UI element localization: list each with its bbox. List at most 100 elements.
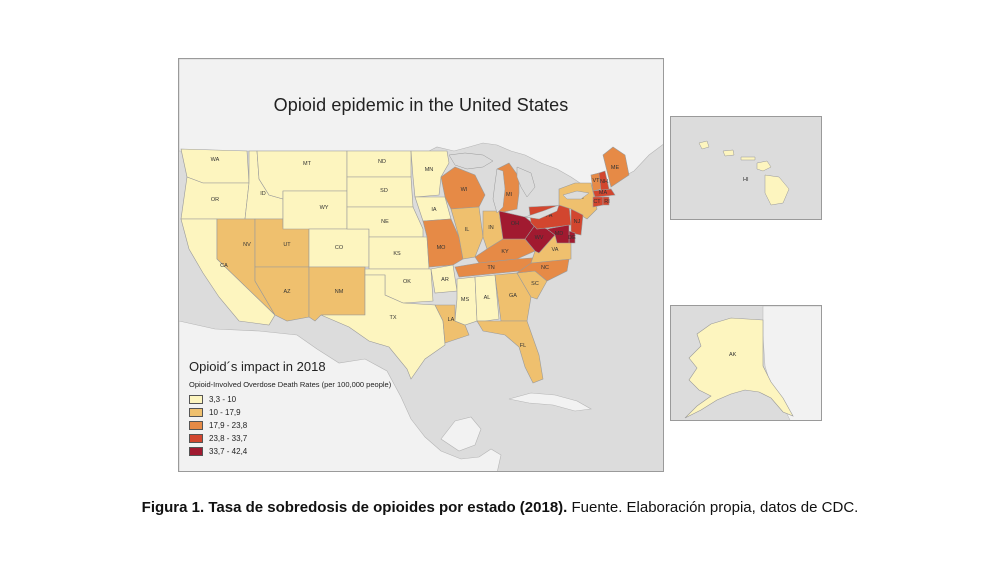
state-label-nd: ND (378, 159, 386, 165)
state-label-il: IL (465, 227, 470, 233)
state-label-id: ID (260, 191, 266, 197)
alaska-inset: AK (670, 305, 822, 421)
state-label-nj: NJ (574, 219, 581, 225)
state-label-hi: HI (743, 177, 749, 183)
legend: Opioid´s impact in 2018 Opioid-Involved … (189, 359, 489, 458)
state-ny (558, 182, 598, 220)
state-label-ar: AR (441, 277, 449, 283)
state-label-mn: MN (425, 167, 434, 173)
state-label-tx: TX (389, 315, 396, 321)
figure-caption: Figura 1. Tasa de sobredosis de opioides… (0, 499, 1000, 516)
state-label-me: ME (611, 165, 620, 171)
state-label-az: AZ (283, 289, 291, 295)
state-label-mi: MI (506, 192, 513, 198)
alaska-map: AK (684, 306, 821, 420)
legend-items: 3,3 - 10 10 - 17,9 17,9 - 23,8 23,8 - 33,7 3… (189, 393, 489, 457)
state-label-al: AL (484, 295, 491, 301)
legend-subtitle: Opioid-Involved Overdose Death Rates (pe… (189, 380, 392, 389)
lake-erie (524, 204, 560, 220)
state-label-tn: TN (487, 265, 494, 271)
state-label-de: DE (568, 235, 576, 241)
state-label-wv: WV (535, 235, 544, 241)
legend-swatch (189, 394, 203, 404)
hawaii-island-big (764, 174, 790, 206)
state-label-pa: PA (546, 213, 553, 219)
state-label-ct: CT (593, 199, 601, 205)
state-label-ut: UT (283, 242, 291, 248)
state-label-nv: NV (243, 242, 251, 248)
caption-bold: Figura 1. Tasa de sobredosis de opioides… (141, 499, 568, 516)
state-label-fl: FL (520, 343, 526, 349)
hawaii-map: HI (698, 140, 790, 206)
state-label-la: LA (448, 317, 455, 323)
alaska-shape (684, 317, 794, 419)
cuba-land (508, 392, 592, 412)
state-label-mt: MT (303, 161, 312, 167)
state-wa (180, 148, 250, 184)
state-label-mo: MO (437, 245, 447, 251)
state-label-wa: WA (211, 157, 220, 163)
state-mo (422, 218, 464, 268)
canada-land (179, 59, 663, 186)
state-nj (570, 208, 584, 236)
lake-michigan (492, 168, 506, 214)
state-md (546, 224, 570, 244)
state-la (434, 304, 470, 344)
state-label-nh: NH (600, 179, 608, 185)
caption-normal: Fuente. Elaboración propia, datos de CDC… (567, 499, 859, 516)
state-mn (410, 150, 450, 198)
state-label-ia: IA (431, 207, 437, 213)
state-label-nc: NC (541, 265, 549, 271)
state-label-ky: KY (501, 249, 509, 255)
legend-label: 17,9 - 23,8 (209, 420, 248, 430)
state-label-ms: MS (461, 297, 470, 303)
hawaii-island-molokai (740, 156, 756, 161)
state-ri (602, 196, 610, 206)
hawaii-inset: HI (670, 116, 822, 220)
legend-label: 23,8 - 33,7 (209, 433, 248, 443)
state-label-va: VA (552, 247, 559, 253)
legend-swatch (189, 433, 203, 443)
state-label-ks: KS (393, 251, 401, 257)
state-label-wy: WY (320, 205, 329, 211)
state-wy (282, 190, 348, 230)
lake-ontario (562, 190, 590, 200)
state-label-ga: GA (509, 293, 517, 299)
state-label-ri: RI (604, 199, 610, 205)
labels-layer: WA OR CA ID NV UT AZ MT WY CO NM ND SD NE KS OK TX MN IA MO… (211, 157, 620, 349)
legend-label: 10 - 17,9 (209, 407, 241, 417)
state-tx (320, 274, 446, 380)
us-map: WA OR CA ID NV UT AZ MT WY CO NM ND SD NE KS OK TX MN IA MO… (179, 59, 663, 471)
hawaii-island-oahu (722, 149, 735, 157)
legend-swatch (189, 446, 203, 456)
map-title: Opioid epidemic in the United States (273, 95, 569, 115)
state-label-sd: SD (380, 188, 388, 194)
legend-item: 33,7 - 42,4 (189, 445, 489, 457)
legend-swatch (189, 420, 203, 430)
legend-item: 23,8 - 33,7 (189, 432, 489, 444)
state-label-co: CO (335, 245, 344, 251)
legend-item: 10 - 17,9 (189, 406, 489, 418)
lake-superior (448, 152, 494, 170)
state-fl (476, 320, 544, 384)
legend-swatch (189, 407, 203, 417)
state-ma (592, 188, 616, 198)
state-label-in: IN (488, 225, 494, 231)
state-label-oh: OH (511, 221, 519, 227)
state-label-ca: CA (220, 263, 228, 269)
state-label-vt: VT (592, 178, 600, 184)
hawaii-island-maui (756, 160, 772, 172)
state-label-md: MD (555, 231, 564, 237)
legend-title: Opioid´s impact in 2018 (189, 359, 326, 374)
lake-huron (516, 166, 536, 198)
state-ga (494, 272, 532, 322)
state-me (602, 146, 630, 188)
state-wi (440, 166, 486, 210)
yucatan-land (440, 416, 482, 452)
state-label-ok: OK (403, 279, 411, 285)
state-label-sc: SC (531, 281, 539, 287)
state-label-nm: NM (335, 289, 344, 295)
legend-item: 3,3 - 10 (189, 393, 489, 405)
legend-item: 17,9 - 23,8 (189, 419, 489, 431)
states-layer (180, 146, 630, 384)
